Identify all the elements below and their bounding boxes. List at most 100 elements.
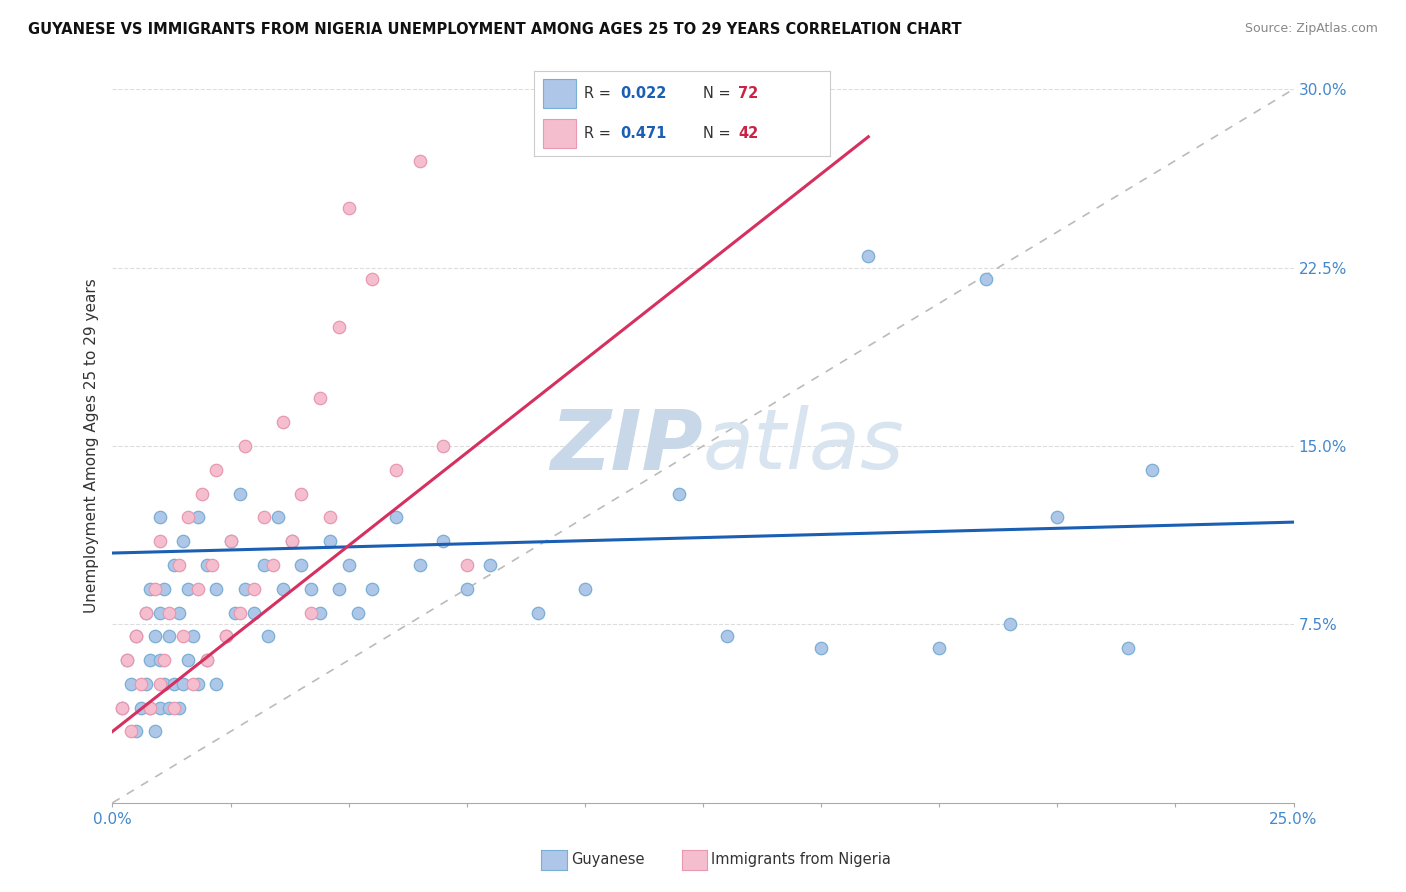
- Point: [215, 629, 238, 643]
- Point: [299, 582, 322, 596]
- Text: N =: N =: [703, 86, 735, 101]
- Point: [149, 534, 172, 549]
- Point: [186, 582, 208, 596]
- Point: [125, 724, 148, 739]
- Point: [157, 606, 180, 620]
- Point: [385, 510, 408, 524]
- Text: 0.022: 0.022: [620, 86, 666, 101]
- Point: [149, 700, 172, 714]
- Point: [195, 558, 218, 572]
- Point: [262, 558, 284, 572]
- Text: Immigrants from Nigeria: Immigrants from Nigeria: [711, 853, 891, 867]
- Point: [328, 582, 350, 596]
- Point: [928, 641, 950, 656]
- Point: [271, 582, 294, 596]
- Point: [309, 606, 332, 620]
- Point: [574, 582, 596, 596]
- Point: [149, 510, 172, 524]
- Point: [186, 677, 208, 691]
- Point: [810, 641, 832, 656]
- Point: [157, 700, 180, 714]
- Point: [186, 510, 208, 524]
- Point: [408, 558, 430, 572]
- Point: [149, 653, 172, 667]
- Text: 72: 72: [738, 86, 758, 101]
- Point: [271, 415, 294, 429]
- Point: [1116, 641, 1139, 656]
- Point: [385, 463, 408, 477]
- Point: [319, 534, 342, 549]
- Point: [361, 582, 384, 596]
- Text: atlas: atlas: [703, 406, 904, 486]
- Point: [163, 558, 186, 572]
- Point: [143, 629, 166, 643]
- Point: [215, 629, 238, 643]
- Point: [172, 629, 194, 643]
- Point: [167, 558, 190, 572]
- Point: [243, 606, 266, 620]
- Point: [163, 677, 186, 691]
- Point: [181, 677, 204, 691]
- Point: [219, 534, 242, 549]
- Point: [998, 617, 1021, 632]
- Point: [290, 486, 312, 500]
- Point: [125, 629, 148, 643]
- Point: [111, 700, 134, 714]
- Point: [205, 677, 228, 691]
- Point: [157, 629, 180, 643]
- Point: [205, 463, 228, 477]
- Point: [337, 201, 360, 215]
- Text: 42: 42: [738, 126, 758, 141]
- Point: [219, 534, 242, 549]
- Point: [125, 629, 148, 643]
- Point: [181, 629, 204, 643]
- Text: GUYANESE VS IMMIGRANTS FROM NIGERIA UNEMPLOYMENT AMONG AGES 25 TO 29 YEARS CORRE: GUYANESE VS IMMIGRANTS FROM NIGERIA UNEM…: [28, 22, 962, 37]
- Point: [120, 724, 142, 739]
- Point: [167, 606, 190, 620]
- Point: [172, 677, 194, 691]
- Point: [143, 724, 166, 739]
- Point: [432, 534, 454, 549]
- Point: [668, 486, 690, 500]
- Point: [149, 606, 172, 620]
- Point: [229, 606, 252, 620]
- Point: [233, 439, 256, 453]
- Point: [309, 392, 332, 406]
- Point: [253, 558, 276, 572]
- Point: [153, 677, 176, 691]
- Point: [143, 582, 166, 596]
- Text: ZIP: ZIP: [550, 406, 703, 486]
- Point: [135, 606, 157, 620]
- Point: [233, 582, 256, 596]
- Point: [115, 653, 138, 667]
- Text: R =: R =: [585, 126, 616, 141]
- Point: [716, 629, 738, 643]
- Point: [177, 582, 200, 596]
- Point: [167, 700, 190, 714]
- Point: [135, 606, 157, 620]
- Point: [976, 272, 998, 286]
- Y-axis label: Unemployment Among Ages 25 to 29 years: Unemployment Among Ages 25 to 29 years: [83, 278, 98, 614]
- Point: [201, 558, 224, 572]
- Point: [153, 653, 176, 667]
- Point: [195, 653, 218, 667]
- Point: [257, 629, 280, 643]
- Point: [120, 677, 142, 691]
- Text: 0.471: 0.471: [620, 126, 666, 141]
- Text: Guyanese: Guyanese: [571, 853, 644, 867]
- Point: [205, 582, 228, 596]
- Bar: [543, 79, 575, 108]
- Point: [337, 558, 360, 572]
- Point: [432, 439, 454, 453]
- Point: [115, 653, 138, 667]
- Point: [139, 582, 162, 596]
- Point: [224, 606, 246, 620]
- Point: [163, 700, 186, 714]
- Text: Source: ZipAtlas.com: Source: ZipAtlas.com: [1244, 22, 1378, 36]
- Point: [139, 700, 162, 714]
- Point: [129, 677, 152, 691]
- Point: [139, 700, 162, 714]
- Point: [177, 653, 200, 667]
- Point: [191, 486, 214, 500]
- Point: [253, 510, 276, 524]
